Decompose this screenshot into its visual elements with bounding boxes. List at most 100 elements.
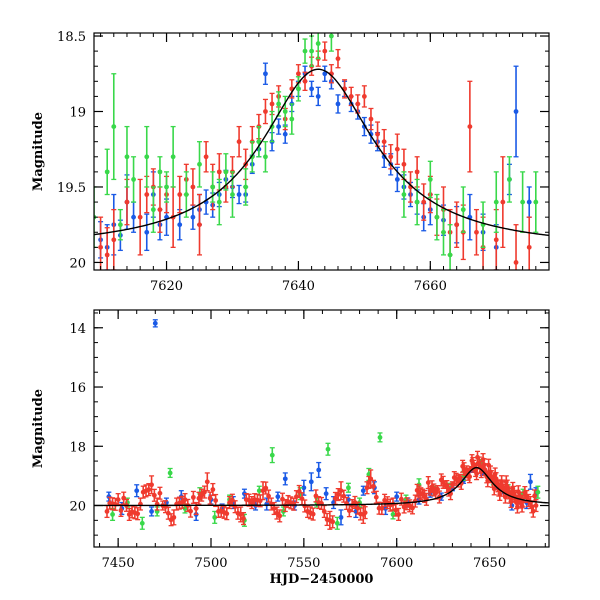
bottom-x-tick-label: 7450 bbox=[102, 556, 135, 571]
top-y-axis-title: Magnitude bbox=[31, 112, 46, 191]
bottom-red-point bbox=[366, 475, 372, 489]
top-plot-area bbox=[94, 33, 549, 270]
bottom-y-axis-title: Magnitude bbox=[31, 389, 46, 468]
top-green-point bbox=[460, 186, 466, 233]
top-green-point bbox=[164, 171, 170, 203]
top-green-point bbox=[289, 103, 295, 135]
top-green-point bbox=[309, 35, 315, 67]
top-red-point bbox=[394, 133, 400, 165]
bottom-y-tick-label: 14 bbox=[69, 322, 86, 337]
top-blue-point bbox=[322, 65, 328, 82]
bottom-red-point bbox=[362, 506, 368, 520]
bottom-ticks bbox=[94, 310, 549, 547]
top-green-point bbox=[131, 156, 137, 203]
bottom-green-point bbox=[167, 467, 173, 479]
bottom-red-point bbox=[154, 497, 160, 511]
bottom-red-point bbox=[324, 512, 330, 527]
top-green-point bbox=[104, 148, 110, 196]
bottom-x-tick-label: 7600 bbox=[380, 556, 413, 571]
bottom-x-tick-label: 7550 bbox=[287, 556, 320, 571]
bottom-green-point bbox=[334, 516, 340, 530]
top-blue-point bbox=[177, 208, 183, 241]
bottom-red-point bbox=[398, 492, 404, 506]
top-red-point bbox=[368, 107, 374, 131]
top-blue-point bbox=[467, 193, 473, 241]
bottom-red-point bbox=[310, 507, 316, 521]
bottom-blue-point bbox=[134, 484, 140, 498]
bottom-blue-point bbox=[338, 509, 344, 526]
bottom-red-point bbox=[157, 486, 163, 500]
top-y-tick-label: 19 bbox=[69, 105, 86, 120]
top-green-point bbox=[223, 153, 229, 191]
top-green-point bbox=[197, 141, 203, 188]
bottom-red-point bbox=[396, 507, 402, 521]
bottom-red-point bbox=[241, 511, 246, 526]
bottom-red-point bbox=[280, 492, 285, 506]
top-green-point bbox=[124, 125, 130, 188]
top-green-point bbox=[111, 73, 117, 181]
bottom-red-point bbox=[193, 501, 199, 516]
top-red-point bbox=[526, 216, 532, 270]
bottom-red-point bbox=[268, 497, 274, 511]
top-red-point bbox=[473, 208, 479, 256]
bottom-red-point bbox=[135, 507, 141, 521]
top-x-tick-label: 7660 bbox=[414, 279, 447, 294]
top-red-point bbox=[111, 208, 117, 270]
top-x-tick-label: 7620 bbox=[150, 279, 183, 294]
top-y-tick-label: 19.5 bbox=[57, 181, 86, 196]
bottom-red-point bbox=[313, 489, 319, 503]
top-green-point bbox=[262, 141, 268, 173]
top-y-tick-label: 20 bbox=[69, 256, 86, 271]
bottom-series-red bbox=[104, 450, 539, 530]
top-blue-point bbox=[276, 118, 282, 135]
top-green-point bbox=[506, 156, 512, 203]
bottom-panel-light-curve-full: 7450 7500 7550 7600 7650 14 16 18 20 Magnitude HJD… bbox=[31, 309, 550, 587]
bottom-y-tick-label: 20 bbox=[69, 500, 86, 515]
bottom-red-point bbox=[335, 487, 341, 502]
top-blue-point bbox=[513, 65, 519, 158]
top-blue-point bbox=[262, 62, 268, 85]
top-red-point bbox=[454, 201, 460, 249]
top-green-point bbox=[216, 178, 222, 226]
bottom-red-point bbox=[425, 475, 431, 490]
bottom-model-curve bbox=[94, 466, 549, 507]
top-green-point bbox=[144, 125, 150, 188]
top-red-point bbox=[236, 125, 242, 158]
bottom-red-point bbox=[338, 481, 344, 501]
top-green-point bbox=[427, 160, 433, 199]
bottom-green-point bbox=[269, 447, 275, 464]
top-ticks bbox=[94, 33, 550, 270]
bottom-red-point bbox=[330, 515, 336, 529]
top-panel-light-curve-zoom: 7620 7640 7660 18.5 19 19.5 20 Magnitude bbox=[31, 30, 550, 294]
top-y-tick-label: 18.5 bbox=[57, 30, 86, 45]
top-green-point bbox=[414, 178, 420, 226]
top-model-curve bbox=[94, 68, 549, 237]
bottom-x-tick-label: 7500 bbox=[194, 556, 227, 571]
bottom-red-point bbox=[151, 488, 157, 502]
top-red-point bbox=[513, 224, 519, 270]
top-red-point bbox=[467, 80, 473, 173]
top-red-point bbox=[203, 141, 209, 173]
bottom-red-point bbox=[224, 507, 230, 521]
bottom-axes-frame bbox=[93, 309, 550, 548]
top-green-point bbox=[170, 125, 176, 188]
top-red-point bbox=[421, 183, 427, 221]
bottom-y-tick-label: 18 bbox=[69, 440, 86, 455]
top-green-point bbox=[328, 33, 334, 52]
bottom-blue-point bbox=[282, 472, 288, 486]
top-blue-point bbox=[203, 189, 209, 215]
top-red-point bbox=[137, 178, 143, 256]
bottom-red-point bbox=[319, 496, 324, 511]
top-green-point bbox=[183, 171, 189, 218]
bottom-red-point bbox=[179, 495, 185, 509]
top-green-point bbox=[447, 224, 453, 270]
top-red-point bbox=[335, 48, 341, 69]
bottom-red-point bbox=[384, 496, 390, 510]
top-blue-point bbox=[236, 184, 242, 205]
bottom-x-tick-label: 7650 bbox=[473, 556, 506, 571]
top-green-point bbox=[157, 156, 163, 188]
top-series-blue bbox=[98, 62, 532, 270]
top-blue-point bbox=[526, 186, 532, 218]
bottom-red-point bbox=[373, 490, 379, 504]
top-green-point bbox=[150, 186, 156, 233]
